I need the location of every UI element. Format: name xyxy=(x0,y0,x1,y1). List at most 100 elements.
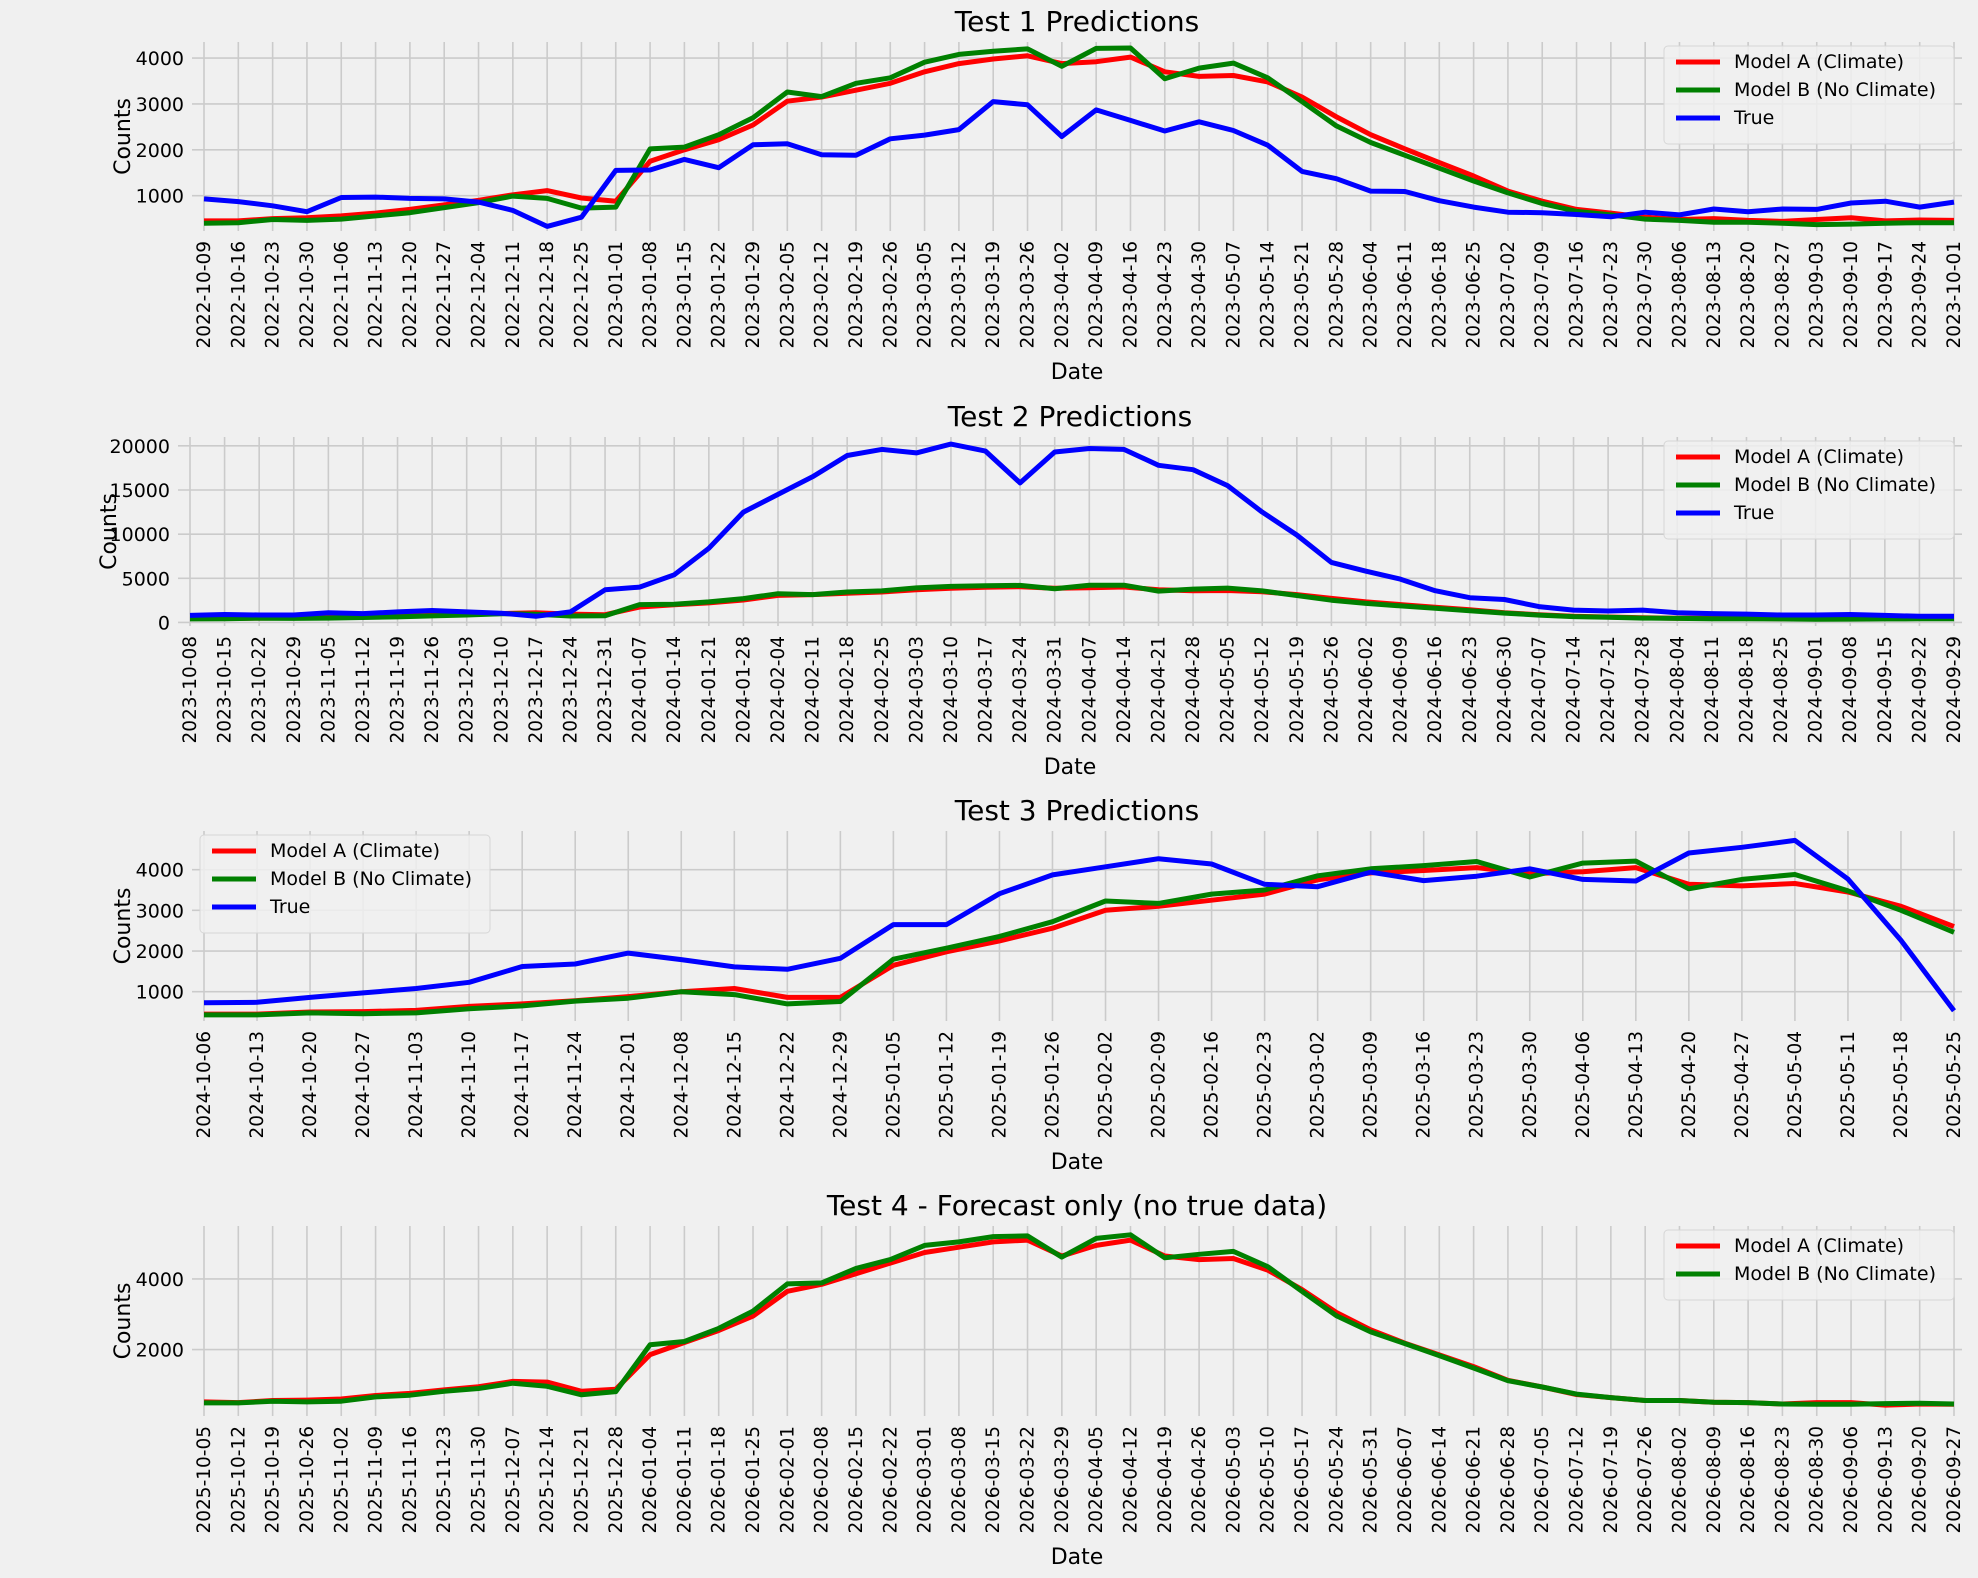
x-tick-label: 2023-07-23 xyxy=(1601,241,1622,349)
series-line-model-b-no-climate xyxy=(203,45,1954,228)
x-tick-label: 2022-10-23 xyxy=(263,241,284,349)
x-tick-label: 2023-07-30 xyxy=(1635,241,1656,349)
x-tick-label: 2024-06-09 xyxy=(1391,636,1412,744)
x-tick-label: 2023-10-01 xyxy=(1944,241,1965,349)
legend: Model A (Climate) Model B (No Climate) xyxy=(1663,1229,1955,1301)
chart-panel-2: 0 5000 10000 15000 20000 2023-10-08 2023-10-15… xyxy=(97,400,1965,780)
x-tick-label: 2024-10-06 xyxy=(194,1031,215,1139)
legend-box xyxy=(1663,1229,1955,1301)
legend: Model A (Climate) Model B (No Climate) Tru… xyxy=(1663,45,1955,145)
x-tick-label: 2025-01-12 xyxy=(936,1031,957,1139)
x-tick-label: 2024-12-29 xyxy=(830,1031,851,1139)
x-tick-label: 2023-03-12 xyxy=(949,241,970,349)
x-tick-label: 2025-02-02 xyxy=(1096,1031,1117,1139)
x-tick-label: 2024-02-04 xyxy=(768,636,789,744)
x-tick-label: 2024-10-27 xyxy=(353,1031,374,1139)
x-tick-label: 2026-09-27 xyxy=(1944,1426,1965,1534)
chart-title: Test 2 Predictions xyxy=(947,400,1192,433)
x-tick-label: 2026-03-08 xyxy=(949,1426,970,1534)
x-tick-label: 2022-12-25 xyxy=(571,241,592,349)
x-tick-label: 2024-11-24 xyxy=(565,1031,586,1139)
x-tick-label: 2025-12-07 xyxy=(503,1426,524,1534)
x-tick-label: 2025-01-05 xyxy=(883,1031,904,1139)
x-tick-label: 2024-03-03 xyxy=(906,636,927,744)
x-tick-label: 2024-12-08 xyxy=(671,1031,692,1139)
x-tick-label: 2025-02-23 xyxy=(1255,1031,1276,1139)
x-tick-label: 2022-10-30 xyxy=(297,241,318,349)
x-tick-label: 2026-04-26 xyxy=(1189,1426,1210,1534)
x-tick-label: 2025-10-19 xyxy=(263,1426,284,1534)
x-tick-label: 2024-06-30 xyxy=(1494,636,1515,744)
x-tick-label: 2023-11-19 xyxy=(388,636,409,744)
x-tick-label: 2026-07-05 xyxy=(1532,1426,1553,1534)
x-tick-label: 2024-12-22 xyxy=(777,1031,798,1139)
x-axis-label: Date xyxy=(1051,1150,1104,1175)
legend-label: Model B (No Climate) xyxy=(1734,474,1936,496)
x-tick-label: 2023-11-26 xyxy=(422,636,443,744)
x-tick-label: 2026-05-17 xyxy=(1292,1426,1313,1534)
x-tick-label: 2024-07-07 xyxy=(1529,636,1550,744)
chart-title: Test 1 Predictions xyxy=(954,5,1199,38)
y-axis-label: Counts xyxy=(111,98,136,175)
x-tick-label: 2024-06-02 xyxy=(1356,636,1377,744)
x-tick-label: 2022-11-06 xyxy=(331,241,352,349)
x-tick-label: 2023-08-06 xyxy=(1669,241,1690,349)
x-tick-label: 2025-11-23 xyxy=(434,1426,455,1534)
x-tick-label: 2024-09-15 xyxy=(1875,636,1896,744)
x-tick-label: 2023-06-11 xyxy=(1395,241,1416,349)
x-tick-label: 2023-11-05 xyxy=(318,636,339,744)
x-tick-label: 2024-05-26 xyxy=(1321,636,1342,744)
x-tick-label: 2024-12-01 xyxy=(618,1031,639,1139)
x-tick-label: 2023-11-12 xyxy=(353,636,374,744)
x-tick-label: 2024-09-01 xyxy=(1806,636,1827,744)
legend-label: Model A (Climate) xyxy=(270,840,440,862)
x-tick-label: 2025-10-26 xyxy=(297,1426,318,1534)
x-tick-label: 2026-06-14 xyxy=(1429,1426,1450,1534)
x-tick-label: 2023-10-22 xyxy=(249,636,270,744)
x-tick-label: 2023-12-10 xyxy=(491,636,512,744)
x-tick-label: 2025-05-18 xyxy=(1891,1031,1912,1139)
y-tick-label: 15000 xyxy=(110,480,170,502)
x-tick-label: 2026-02-15 xyxy=(846,1426,867,1534)
x-tick-label: 2023-10-08 xyxy=(180,636,201,744)
legend-label: Model A (Climate) xyxy=(1734,1235,1904,1257)
x-tick-label: 2025-11-16 xyxy=(400,1426,421,1534)
x-tick-label: 2024-05-19 xyxy=(1287,636,1308,744)
x-tick-label: 2022-11-27 xyxy=(434,241,455,349)
x-tick-label: 2024-05-12 xyxy=(1252,636,1273,744)
x-tick-label: 2025-03-23 xyxy=(1467,1031,1488,1139)
legend-label: Model B (No Climate) xyxy=(270,868,472,890)
series-line-true xyxy=(203,99,1955,229)
x-tick-label: 2024-06-16 xyxy=(1425,636,1446,744)
x-tick-label: 2023-12-17 xyxy=(526,636,547,744)
x-tick-label: 2026-08-02 xyxy=(1669,1426,1690,1534)
x-tick-label: 2026-08-23 xyxy=(1772,1426,1793,1534)
x-tick-label: 2026-07-19 xyxy=(1601,1426,1622,1534)
x-tick-label: 2026-06-21 xyxy=(1464,1426,1485,1534)
x-tick-label: 2026-01-25 xyxy=(743,1426,764,1534)
y-tick-label: 20000 xyxy=(110,436,170,458)
y-tick-label: 4000 xyxy=(136,48,184,70)
x-tick-label: 2024-10-20 xyxy=(300,1031,321,1139)
x-axis-label: Date xyxy=(1051,1545,1104,1570)
x-tick-label: 2022-11-13 xyxy=(366,241,387,349)
x-tick-label: 2026-06-28 xyxy=(1498,1426,1519,1534)
series-line-model-b-no-climate xyxy=(204,1232,1955,1407)
x-tick-label: 2026-04-19 xyxy=(1155,1426,1176,1534)
x-tick-label: 2026-08-30 xyxy=(1807,1426,1828,1534)
x-tick-label: 2026-04-12 xyxy=(1120,1426,1141,1534)
x-tick-label: 2024-11-03 xyxy=(406,1031,427,1139)
x-tick-label: 2023-03-26 xyxy=(1018,241,1039,349)
x-tick-label: 2025-05-11 xyxy=(1838,1031,1859,1139)
x-tick-label: 2024-08-25 xyxy=(1771,636,1792,744)
y-axis-label: Counts xyxy=(111,1283,136,1360)
x-tick-label: 2023-08-27 xyxy=(1772,241,1793,349)
x-tick-label: 2023-01-08 xyxy=(640,241,661,349)
x-tick-label: 2023-04-09 xyxy=(1086,241,1107,349)
x-tick-label: 2026-08-16 xyxy=(1738,1426,1759,1534)
x-tick-label: 2023-04-30 xyxy=(1189,241,1210,349)
x-tick-label: 2026-05-24 xyxy=(1326,1426,1347,1534)
x-tick-label: 2024-07-21 xyxy=(1598,636,1619,744)
y-tick-label: 3000 xyxy=(136,94,184,116)
